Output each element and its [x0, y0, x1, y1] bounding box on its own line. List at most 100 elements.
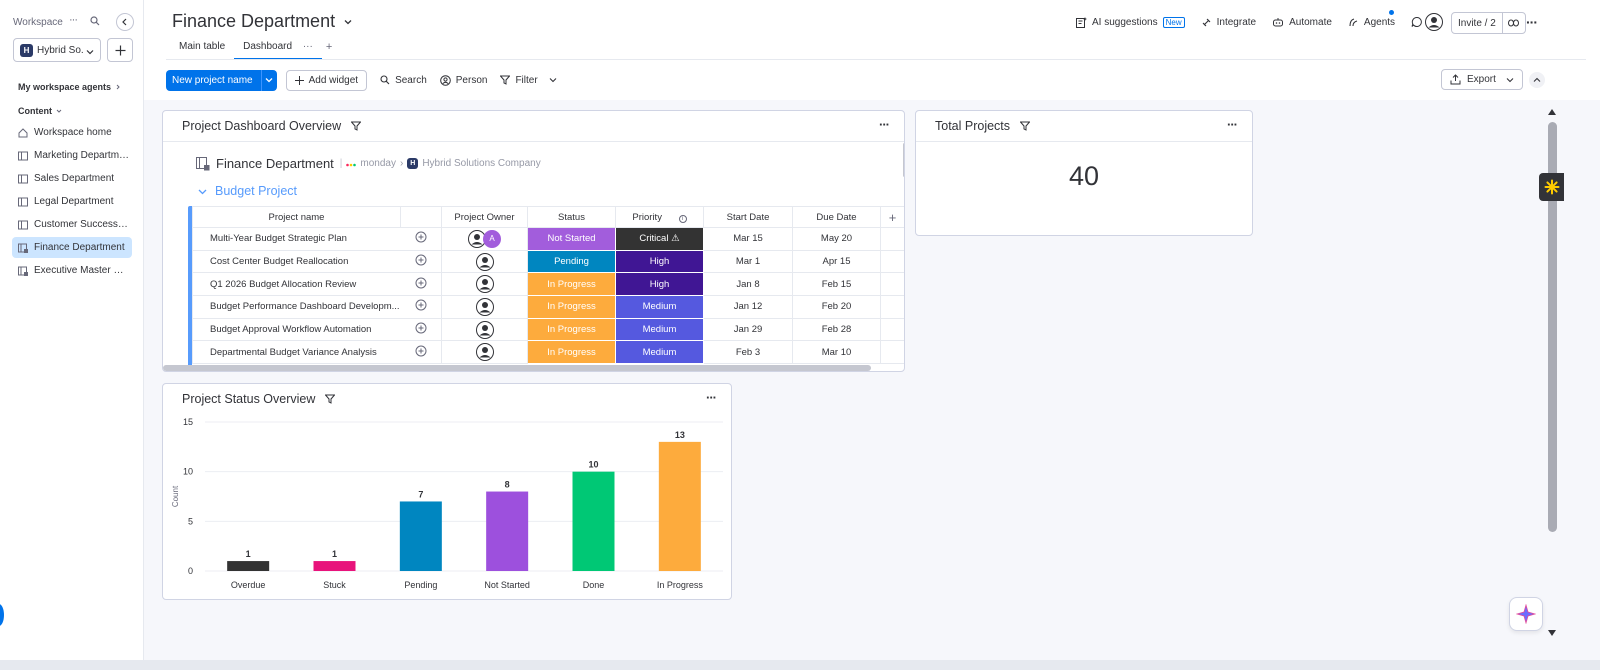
status-cell[interactable]: Not Started	[527, 227, 616, 251]
add-view-button[interactable]: +	[325, 41, 333, 53]
column-header-project-name[interactable]: Project name	[192, 206, 401, 228]
item-name-cell[interactable]: Q1 2026 Budget Allocation Review	[192, 272, 401, 297]
content-section-toggle[interactable]: Content	[18, 106, 62, 116]
add-update-cell[interactable]	[400, 340, 442, 365]
item-name-cell[interactable]: Cost Center Budget Reallocation	[192, 249, 401, 274]
export-button[interactable]: Export	[1441, 69, 1523, 90]
add-update-cell[interactable]	[400, 317, 442, 342]
ai-assistant-button[interactable]	[1509, 597, 1543, 631]
agents-button[interactable]: Agents	[1348, 17, 1395, 28]
start-date-cell[interactable]: Mar 1	[703, 249, 793, 274]
person-filter-button[interactable]: Person	[439, 75, 487, 86]
status-cell[interactable]: Pending	[527, 249, 616, 274]
invite-button[interactable]: Invite / 2	[1451, 12, 1526, 34]
filter-button[interactable]: Filter	[500, 75, 557, 86]
widget-more-icon[interactable]: ···	[879, 117, 890, 132]
add-widget-button[interactable]: Add widget	[285, 69, 368, 91]
owner-cell[interactable]	[441, 272, 528, 297]
search-icon[interactable]	[90, 15, 100, 29]
bar[interactable]	[572, 471, 615, 571]
start-date-cell[interactable]: Feb 3	[703, 340, 793, 365]
bar[interactable]	[658, 441, 701, 571]
user-avatar[interactable]	[1425, 13, 1443, 31]
priority-cell[interactable]: Critical ⚠	[615, 227, 704, 251]
status-cell[interactable]: In Progress	[527, 340, 616, 365]
table-row[interactable]: Multi-Year Budget Strategic Plan A Not Sta…	[192, 227, 904, 251]
priority-cell[interactable]: Medium	[615, 317, 704, 342]
item-name-cell[interactable]: Budget Performance Dashboard Developm...	[192, 295, 401, 319]
column-header-priority[interactable]: Priority i	[615, 206, 704, 228]
add-update-icon[interactable]	[415, 231, 427, 243]
filter-icon[interactable]	[351, 121, 362, 131]
owner-cell[interactable]	[441, 295, 528, 319]
widget-more-icon[interactable]: ···	[1227, 117, 1238, 132]
widget-more-icon[interactable]: ···	[706, 390, 717, 405]
add-update-icon[interactable]	[415, 322, 427, 334]
item-name-cell[interactable]: Multi-Year Budget Strategic Plan	[192, 227, 401, 251]
due-date-cell[interactable]: May 20	[792, 227, 881, 251]
owner-cell[interactable]: A	[441, 227, 528, 251]
tab-more-icon[interactable]: ···	[302, 41, 313, 52]
sidebar-item[interactable]: Finance Department	[12, 237, 132, 258]
sidebar-item[interactable]: Legal Department	[12, 191, 132, 212]
board-more-icon[interactable]: ···	[1526, 14, 1538, 30]
board-title[interactable]: Finance Department	[172, 11, 353, 32]
add-update-icon[interactable]	[415, 254, 427, 266]
copy-link-icon[interactable]	[1503, 19, 1525, 27]
horizontal-scrollbar[interactable]	[163, 365, 871, 371]
bar[interactable]	[313, 561, 356, 571]
sunburst-widget-icon[interactable]	[1539, 173, 1564, 201]
board-name[interactable]: Finance Department	[216, 156, 334, 171]
table-row[interactable]: Departmental Budget Variance Analysis In …	[192, 340, 904, 365]
collapse-sidebar-button[interactable]	[116, 13, 134, 31]
workspace-agents-link[interactable]: My workspace agents	[18, 82, 121, 92]
priority-cell[interactable]: High	[615, 272, 704, 297]
main-scrollbar-track[interactable]	[1545, 105, 1559, 645]
due-date-cell[interactable]: Feb 15	[792, 272, 881, 297]
due-date-cell[interactable]: Apr 15	[792, 249, 881, 274]
vertical-scrollbar[interactable]	[903, 143, 904, 177]
collapse-header-button[interactable]	[1529, 72, 1545, 88]
info-icon[interactable]: i	[678, 214, 687, 223]
help-button[interactable]	[0, 604, 4, 626]
tab-dashboard[interactable]: Dashboard ···	[234, 38, 322, 60]
priority-cell[interactable]: Medium	[615, 340, 704, 365]
group-header[interactable]: Budget Project	[198, 184, 297, 198]
workspace-more-icon[interactable]: ···	[69, 14, 78, 26]
new-project-dropdown-icon[interactable]	[260, 69, 277, 91]
due-date-cell[interactable]: Feb 28	[792, 317, 881, 342]
item-name-cell[interactable]: Departmental Budget Variance Analysis	[192, 340, 401, 365]
sidebar-item[interactable]: Customer Success De...	[12, 214, 132, 235]
column-header-project-owner[interactable]: Project Owner	[441, 206, 528, 228]
owner-cell[interactable]	[441, 317, 528, 342]
start-date-cell[interactable]: Jan 8	[703, 272, 793, 297]
updates-button[interactable]	[1411, 16, 1423, 28]
due-date-cell[interactable]: Mar 10	[792, 340, 881, 365]
add-update-icon[interactable]	[415, 299, 427, 311]
filter-icon[interactable]	[325, 394, 336, 404]
table-row[interactable]: Budget Approval Workflow Automation In Pr…	[192, 317, 904, 342]
start-date-cell[interactable]: Jan 12	[703, 295, 793, 319]
owner-cell[interactable]	[441, 340, 528, 365]
integrate-button[interactable]: Integrate	[1201, 17, 1256, 28]
table-row[interactable]: Budget Performance Dashboard Developm...…	[192, 295, 904, 319]
priority-cell[interactable]: Medium	[615, 295, 704, 319]
workspace-selector[interactable]: H Hybrid So...	[13, 38, 101, 62]
new-project-button[interactable]: New project name	[166, 69, 277, 91]
owner-cell[interactable]	[441, 249, 528, 274]
column-header-status[interactable]: Status	[527, 206, 616, 228]
item-name-cell[interactable]: Budget Approval Workflow Automation	[192, 317, 401, 342]
start-date-cell[interactable]: Mar 15	[703, 227, 793, 251]
automate-button[interactable]: Automate	[1272, 17, 1332, 28]
status-cell[interactable]: In Progress	[527, 317, 616, 342]
ai-suggestions-button[interactable]: AI suggestions New	[1076, 16, 1185, 28]
bar[interactable]	[486, 491, 529, 571]
main-scrollbar-thumb[interactable]	[1548, 122, 1557, 532]
add-column-button[interactable]: +	[880, 206, 904, 228]
search-button[interactable]: Search	[380, 75, 427, 86]
sidebar-item[interactable]: Marketing Department	[12, 145, 132, 166]
start-date-cell[interactable]: Jan 29	[703, 317, 793, 342]
table-row[interactable]: Q1 2026 Budget Allocation Review In Progr…	[192, 272, 904, 297]
bar[interactable]	[227, 561, 270, 571]
add-update-cell[interactable]	[400, 227, 442, 251]
